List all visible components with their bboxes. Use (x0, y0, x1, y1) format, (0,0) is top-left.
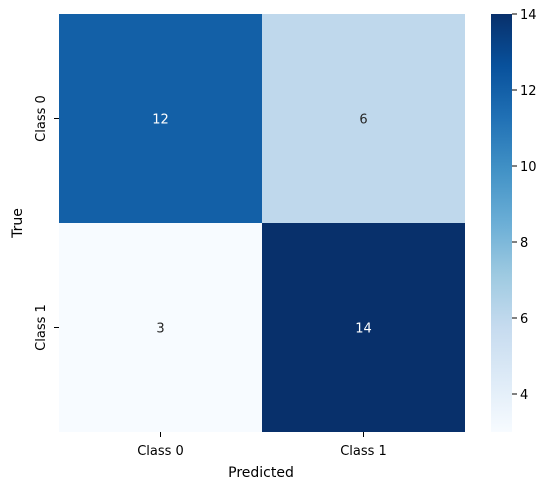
cell-value-label: 14 (355, 322, 372, 337)
heatmap-cell (59, 223, 262, 432)
y-tick-label: Class 1 (34, 304, 49, 351)
y-tick-label: Class 0 (34, 95, 49, 142)
heatmap-cell (262, 223, 465, 432)
colorbar-tick-label: 14 (520, 8, 537, 23)
y-axis: Class 0 Class 1 (34, 95, 59, 351)
colorbar-tick-label: 8 (520, 236, 528, 251)
heatmap-cell (262, 14, 465, 223)
colorbar-gradient (491, 14, 512, 432)
heatmap-cells: 12 6 3 14 (59, 14, 465, 432)
colorbar-tick-label: 4 (520, 388, 528, 403)
x-axis-label: Predicted (228, 465, 294, 481)
cell-value-label: 3 (156, 322, 164, 337)
colorbar: 4 6 8 10 12 14 (491, 8, 537, 432)
colorbar-tick-label: 6 (520, 312, 528, 327)
colorbar-tick-label: 12 (520, 84, 537, 99)
x-tick-label: Class 0 (137, 444, 184, 459)
colorbar-tick-label: 10 (520, 160, 537, 175)
x-tick-label: Class 1 (340, 444, 387, 459)
x-axis: Class 0 Class 1 (137, 432, 387, 459)
heatmap-cell (59, 14, 262, 223)
cell-value-label: 12 (152, 113, 169, 128)
cell-value-label: 6 (359, 113, 367, 128)
y-axis-label: True (10, 208, 26, 239)
